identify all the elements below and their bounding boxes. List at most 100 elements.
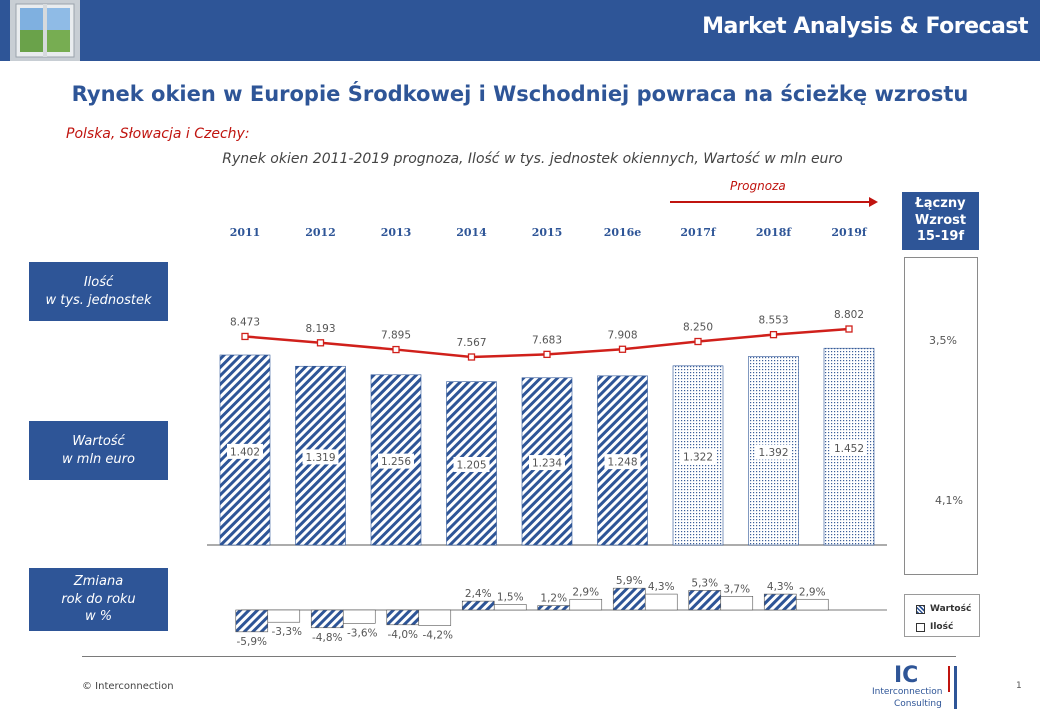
change-label-quantity-2013: -3,6% [347, 627, 377, 639]
row-label-change: Zmiana rok do roku w % [29, 568, 168, 631]
change-bar-quantity-2012 [267, 609, 301, 623]
logo-text-line2: Consulting [894, 699, 942, 709]
growth-header: Łączny Wzrost 15-19f [902, 192, 979, 250]
row-label-value: Wartość w mln euro [29, 421, 168, 480]
change-bar-value-2015 [461, 600, 495, 611]
change-label-quantity-2019f: 2,9% [799, 586, 826, 598]
value-label-bg-2012 [302, 449, 339, 465]
value-label-2014: 1.205 [456, 459, 486, 471]
change-label-value-2014: -4,0% [388, 629, 418, 641]
page-title: Rynek okien w Europie Środkowej i Wschod… [71, 82, 969, 106]
chart-subtitle: Rynek okien 2011-2019 prognoza, Ilość w … [222, 151, 843, 167]
growth-value: 4,1% [935, 494, 963, 507]
change-label-value-2012: -5,9% [237, 636, 267, 648]
year-label-2014: 2014 [456, 226, 487, 239]
change-bar-value-2014 [386, 609, 420, 626]
quantity-point-2012 [316, 339, 325, 347]
logo-accent-bar [948, 666, 950, 692]
change-bar-quantity-2018f [720, 596, 754, 611]
year-label-2011: 2011 [230, 226, 261, 239]
legend-item-value: Wartość [916, 604, 971, 614]
value-label-2012: 1.319 [305, 452, 335, 464]
logo-mark: IC [894, 663, 919, 688]
change-bar-quantity-2017f [644, 593, 678, 611]
value-label-bg-2017f [680, 449, 716, 465]
footer-divider [82, 656, 956, 657]
value-label-2019f: 1.452 [834, 443, 864, 455]
change-label-value-2019f: 4,3% [767, 581, 794, 593]
copyright: © Interconnection [82, 681, 174, 692]
change-label-quantity-2012: -3,3% [272, 626, 302, 638]
change-label-quantity-2014: -4,2% [423, 630, 453, 642]
window-photo [10, 0, 80, 61]
change-label-quantity-2016e: 2,9% [572, 586, 599, 598]
change-bar-value-2017f [612, 587, 646, 611]
quantity-point-2011 [241, 332, 249, 341]
growth-box: 3,5% 4,1% [904, 257, 978, 575]
change-label-quantity-2017f: 4,3% [648, 581, 675, 593]
value-label-2018f: 1.392 [758, 447, 788, 459]
forecast-arrow [670, 197, 878, 207]
value-label-bg-2018f [755, 444, 792, 460]
legend-label-quantity: Ilość [930, 622, 954, 632]
quantity-point-2017f [694, 337, 702, 346]
change-bars: -5,9% -3,3% -4,8% -3,6% -4,0% -4,2% 2,4% 1,5% 1,… [235, 575, 887, 648]
change-label-value-2015: 2,4% [465, 588, 492, 600]
header-bar: Market Analysis & Forecast [0, 0, 1040, 61]
change-label-value-2018f: 5,3% [691, 577, 718, 589]
value-label-2013: 1.256 [381, 456, 411, 468]
year-label-2019f: 2019f [831, 226, 868, 239]
year-label-2018f: 2018f [756, 226, 793, 239]
header-title: Market Analysis & Forecast [702, 14, 1028, 39]
quantity-label-2017f: 8.250 [683, 322, 713, 334]
quantity-label-2011: 8.473 [230, 316, 260, 328]
logo-bar [954, 666, 957, 709]
quantity-point-2019f [845, 325, 853, 333]
legend-label-value: Wartość [930, 604, 972, 614]
change-bar-quantity-2016e [569, 598, 603, 611]
quantity-label-2019f: 8.802 [834, 309, 864, 321]
quantity-line: 8.473 8.193 7.895 7.567 7.683 7.908 8.250 8.553… [230, 309, 864, 361]
year-labels: 2011 2012 2013 2014 2015 2016e 2017f 2018f 2019f [230, 226, 868, 239]
page-number: 1 [1016, 681, 1022, 691]
legend: Wartość Ilość [904, 594, 980, 637]
forecast-label: Prognoza [730, 179, 786, 193]
year-label-2017f: 2017f [680, 226, 717, 239]
quantity-label-2016e: 7.908 [607, 329, 637, 341]
change-label-value-2016e: 1,2% [540, 593, 567, 605]
change-bar-value-2013 [310, 609, 344, 629]
change-bar-value-2012 [235, 609, 269, 633]
year-label-2013: 2013 [381, 226, 412, 239]
legend-item-quantity: Ilość [916, 622, 953, 632]
change-bar-quantity-2015 [493, 604, 527, 611]
change-bar-value-2019f [763, 593, 797, 611]
legend-swatch-quantity [916, 622, 925, 632]
year-label-2015: 2015 [532, 226, 563, 239]
quantity-point-2016e [618, 345, 627, 353]
year-label-2012: 2012 [305, 226, 336, 239]
change-bar-quantity-2019f [795, 598, 829, 611]
change-bar-quantity-2013 [342, 609, 376, 624]
quantity-label-2018f: 8.553 [758, 315, 788, 327]
year-label-2016e: 2016e [604, 226, 642, 239]
logo-text-line1: Interconnection [872, 687, 943, 697]
row-label-quantity: Ilość w tys. jednostek [29, 262, 168, 321]
quantity-label-2015: 7.683 [532, 334, 562, 346]
change-label-value-2013: -4,8% [312, 632, 342, 644]
legend-swatch-value [916, 604, 925, 614]
change-bar-value-2018f [688, 590, 722, 611]
company-logo: IC Interconnection Consulting [872, 663, 957, 713]
value-label-bg-2019f [831, 440, 867, 456]
change-bar-quantity-2014 [418, 609, 452, 626]
value-bars: 1.402 1.319 1.256 1.205 1.234 1.248 1.322 1.392… [207, 347, 887, 546]
value-label-bg-2016e [604, 454, 641, 470]
value-label-bg-2013 [378, 453, 414, 469]
value-label-2015: 1.234 [532, 458, 562, 470]
quantity-label-2012: 8.193 [305, 323, 335, 335]
region-label: Polska, Słowacja i Czechy: [66, 126, 250, 142]
value-label-bg-2014 [453, 456, 490, 472]
value-label-bg-2015 [529, 455, 565, 471]
value-label-bg-2011 [227, 443, 263, 459]
change-label-quantity-2018f: 3,7% [723, 583, 750, 595]
